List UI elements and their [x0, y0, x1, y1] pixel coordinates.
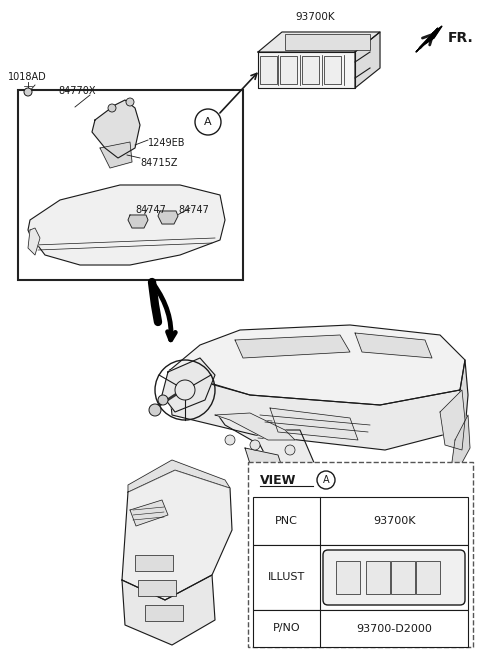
Polygon shape [128, 215, 148, 228]
Text: 93700-D2000: 93700-D2000 [356, 623, 432, 633]
Polygon shape [235, 335, 350, 358]
Bar [366, 561, 390, 594]
Polygon shape [100, 142, 132, 168]
Polygon shape [355, 32, 380, 88]
Text: FR.: FR. [448, 31, 474, 45]
Text: 1018AD: 1018AD [8, 72, 47, 82]
Polygon shape [440, 390, 465, 450]
Circle shape [126, 98, 134, 106]
FancyBboxPatch shape [323, 550, 465, 605]
Polygon shape [28, 228, 40, 255]
Circle shape [158, 395, 168, 405]
Polygon shape [245, 448, 285, 476]
Polygon shape [130, 500, 168, 526]
Circle shape [250, 440, 260, 450]
Circle shape [285, 445, 295, 455]
Bar [253, 545, 468, 610]
Polygon shape [355, 333, 432, 358]
Text: 84747: 84747 [178, 205, 209, 215]
Text: A: A [204, 117, 212, 127]
Text: 84747: 84747 [135, 205, 166, 215]
Bar [280, 56, 297, 84]
Bar [135, 555, 173, 571]
Polygon shape [416, 26, 442, 52]
Polygon shape [460, 360, 468, 430]
Text: 93700K: 93700K [295, 12, 335, 22]
Polygon shape [122, 470, 232, 600]
Circle shape [108, 104, 116, 112]
Text: VIEW: VIEW [260, 474, 296, 487]
Bar [253, 610, 468, 647]
Bar [253, 497, 468, 545]
Polygon shape [158, 211, 178, 224]
Bar [324, 56, 341, 84]
Text: 93700K: 93700K [373, 516, 415, 526]
Polygon shape [122, 575, 215, 645]
Circle shape [149, 404, 161, 416]
Circle shape [225, 435, 235, 445]
Text: 84770X: 84770X [58, 86, 96, 96]
Polygon shape [162, 358, 215, 412]
Polygon shape [258, 52, 355, 88]
Bar [416, 561, 440, 594]
Text: 1249EB: 1249EB [148, 138, 185, 148]
Polygon shape [270, 408, 358, 440]
Text: PNC: PNC [275, 516, 298, 526]
Text: ILLUST: ILLUST [268, 573, 305, 583]
Text: P/NO: P/NO [273, 623, 300, 633]
Circle shape [24, 88, 32, 96]
Bar [260, 56, 277, 84]
Polygon shape [215, 413, 295, 440]
Polygon shape [168, 372, 462, 450]
Bar [145, 605, 183, 621]
Bar [138, 580, 176, 596]
Polygon shape [28, 185, 225, 265]
Bar [285, 34, 370, 50]
Text: A: A [323, 475, 329, 485]
Polygon shape [168, 325, 465, 405]
Bar [248, 462, 473, 647]
Bar [302, 56, 319, 84]
Polygon shape [128, 460, 230, 492]
Polygon shape [218, 415, 330, 510]
Bar [18, 90, 243, 280]
Polygon shape [258, 32, 380, 52]
Polygon shape [452, 415, 470, 470]
Text: 84715Z: 84715Z [140, 158, 178, 168]
Bar [391, 561, 415, 594]
Bar [336, 561, 360, 594]
Polygon shape [92, 100, 140, 158]
